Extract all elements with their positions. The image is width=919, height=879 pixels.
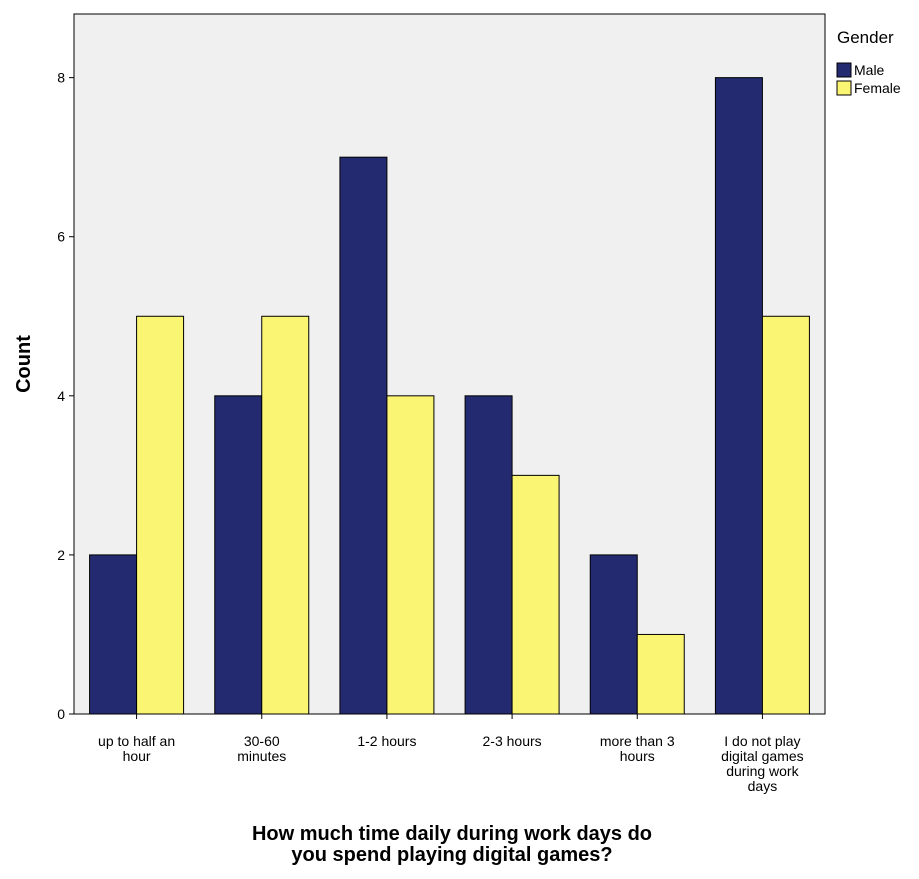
x-axis-category-labels: up to half an hour 30-60 minutes 1-2 hours 2-… (98, 714, 804, 794)
x-category-label: up to half an hour (98, 733, 175, 764)
x-category-label: 1-2 hours (357, 733, 416, 749)
legend-label-female: Female (854, 80, 901, 96)
bar-male-1 (89, 554, 138, 715)
bar-male-2 (214, 395, 263, 715)
legend-label-male: Male (854, 62, 885, 78)
y-axis-title: Count (13, 335, 35, 393)
plot-area (73, 13, 826, 715)
legend-title: Gender (837, 28, 894, 47)
x-axis-title: How much time daily during work days do y… (252, 823, 652, 866)
bar-male-4 (464, 395, 513, 715)
y-tick-label: 6 (57, 229, 65, 245)
bar-female-5 (636, 633, 685, 715)
bar-female-2 (261, 315, 310, 715)
x-category-label: 2-3 hours (483, 733, 542, 749)
bar-female-6 (761, 315, 810, 715)
legend-entries: Male Female (836, 62, 901, 96)
x-category-label: I do not play digital games during work day… (721, 733, 804, 794)
y-tick-label: 8 (57, 70, 65, 86)
x-category-label: more than 3 hours (600, 733, 675, 764)
bar-male-5 (589, 554, 638, 715)
y-axis-ticks: 0 2 4 6 8 (57, 70, 74, 722)
x-category-label: 30-60 minutes (237, 733, 286, 764)
bar-female-4 (511, 474, 560, 715)
bar-male-3 (339, 156, 388, 715)
bars-layer (89, 77, 810, 715)
bar-male-6 (714, 77, 763, 715)
y-tick-label: 2 (57, 547, 65, 563)
y-tick-label: 4 (57, 388, 65, 404)
bar-female-3 (386, 395, 435, 715)
legend: Gender Male Female (836, 28, 901, 96)
bar-female-1 (136, 315, 185, 715)
legend-swatch-male (836, 62, 852, 78)
legend-swatch-female (836, 80, 852, 96)
y-tick-label: 0 (57, 706, 65, 722)
